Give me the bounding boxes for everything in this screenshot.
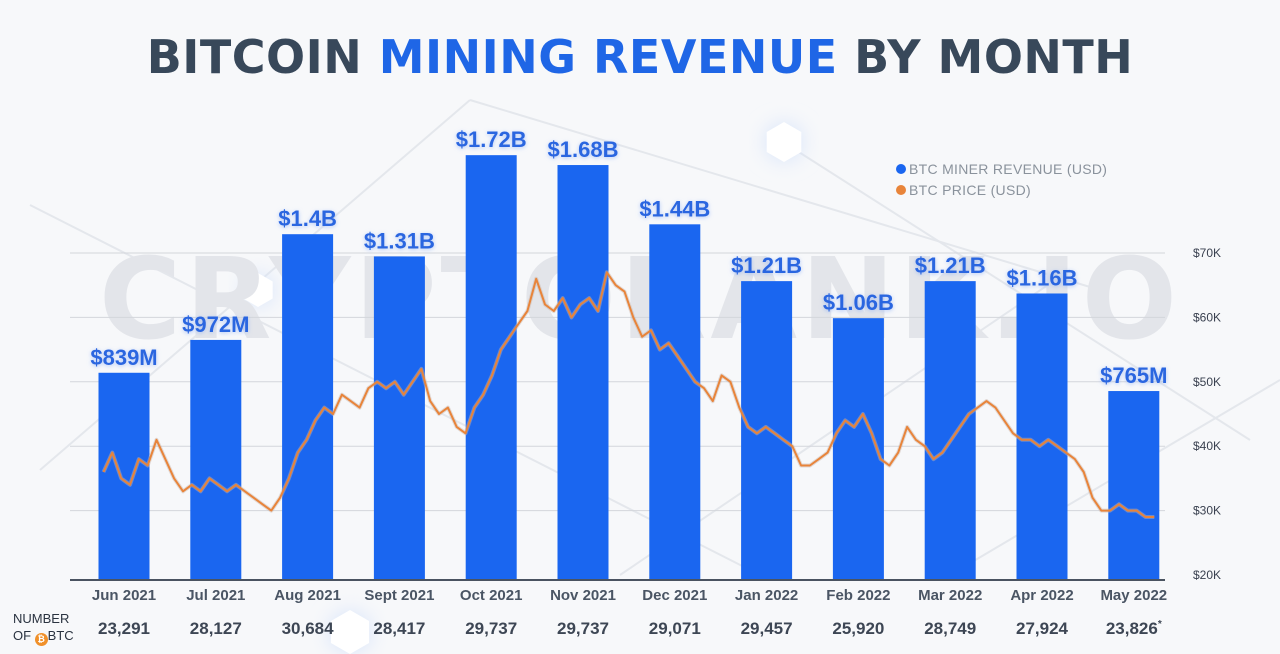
revenue-bar [649,224,701,580]
btc-label-line2: OF ₿ BTC [13,627,74,646]
bar-labels: $839M $972M $1.4B $1.31B $1.72B $1.68B $1.44B $… [90,127,1167,388]
price-line [102,271,1155,518]
bar-value-label: $1.21B [731,253,802,278]
legend-swatch-price [896,184,906,195]
btc-mined-row: 23,291 28,127 30,684 28,417 29,737 29,737 29,0… [98,619,1162,638]
btc-mined-value: 28,417 [373,619,425,638]
x-axis-tick-label: Jan 2022 [735,587,798,604]
watermark-text: CRYPTORANK.IO [99,235,1181,365]
btc-mined-value: 28,749 [924,619,976,638]
chart-title: BITCOIN MINING REVENUE BY MONTH [0,30,1280,84]
bar-value-label: $1.72B [456,127,527,152]
bar-value-label: $1.21B [915,253,986,278]
bar-value-label: $1.44B [639,196,710,221]
x-axis-tick-label: Jul 2021 [186,587,245,604]
right-axis-tick-label: $30K [1193,504,1221,518]
x-axis-tick-label: Nov 2021 [550,587,616,604]
btc-label-suffix: BTC [47,628,74,643]
legend-swatch-revenue [896,163,906,174]
bar-value-label: $1.16B [1007,265,1078,290]
x-axis-tick-label: May 2022 [1100,587,1167,604]
bitcoin-icon: ₿ [34,633,48,646]
legend: BTC MINER REVENUE (USD) BTC PRICE (USD) [896,158,1107,200]
btc-mined-value: 25,920 [832,619,884,638]
bar-value-label: $1.06B [823,290,894,315]
bar-value-label: $765M [1100,363,1167,388]
btc-mined-value: 29,457 [741,619,793,638]
right-axis-tick-label: $60K [1193,310,1221,324]
revenue-bar [1108,391,1160,580]
x-axis-tick-label: Dec 2021 [642,587,707,604]
right-axis-tick-label: $40K [1193,439,1221,453]
title-part2: BY MONTH [837,30,1134,84]
revenue-bar [557,165,609,581]
x-axis-tick-label: Oct 2021 [460,587,523,604]
x-axis-tick-label: Sept 2021 [364,587,434,604]
watermark: CRYPTORANK.IO [99,235,1181,365]
btc-mined-value: 23,826* [1106,619,1162,638]
btc-mined-value: 27,924 [1016,619,1069,638]
bar-value-label: $1.4B [278,206,337,231]
decor-line [469,99,1101,291]
btc-label-prefix: OF [13,628,35,643]
btc-mined-value: 30,684 [282,619,335,638]
revenue-bar [741,281,793,580]
legend-item-price: BTC PRICE (USD) [896,179,1107,200]
bar-value-label: $839M [90,345,157,370]
right-axis-tick-label: $20K [1193,568,1221,582]
revenue-bar [465,155,517,580]
x-axis: Jun 2021 Jul 2021 Aug 2021 Sept 2021 Oct 202… [70,579,1167,604]
decor-hexagon [330,610,370,654]
btc-label-line1: NUMBER [13,611,70,626]
right-axis-tick-label: $50K [1193,375,1221,389]
footnote-mark: * [1158,619,1162,630]
x-axis-tick-label: Apr 2022 [1010,587,1073,604]
title-part1: BITCOIN [146,30,379,84]
revenue-bar [98,372,150,580]
x-axis-tick-label: Feb 2022 [826,587,890,604]
revenue-bar [1016,293,1068,580]
price-line-group [101,270,1155,519]
btc-mined-value: 23,291 [98,619,150,638]
bar-value-label: $972M [182,312,249,337]
revenue-bar [924,281,976,580]
x-axis-tick-label: Mar 2022 [918,587,982,604]
revenue-bar [190,339,242,580]
legend-label-revenue: BTC MINER REVENUE (USD) [909,160,1108,177]
decor-hexagon [243,273,273,307]
revenue-bar [373,256,425,580]
decor-line [779,139,1251,441]
legend-label-price: BTC PRICE (USD) [909,181,1031,198]
x-axis-tick-label: Aug 2021 [274,587,341,604]
btc-mined-value: 29,737 [465,619,517,638]
bar-value-label: $1.68B [548,137,619,162]
btc-count-label: NUMBER OF ₿ BTC [13,610,74,646]
right-axis: $20K $30K $40K $50K $60K $70K [1193,246,1221,582]
right-axis-tick-label: $70K [1193,246,1221,260]
btc-mined-value: 28,127 [190,619,242,638]
title-highlight: MINING REVENUE [378,30,838,84]
legend-item-revenue: BTC MINER REVENUE (USD) [896,158,1107,179]
gridlines [70,252,1165,512]
x-axis-tick-label: Jun 2021 [92,587,156,604]
btc-mined-value: 29,071 [649,619,701,638]
bar-value-label: $1.31B [364,228,435,253]
btc-mined-value: 29,737 [557,619,609,638]
revenue-bars [98,155,1160,581]
decor-hexagon [766,122,802,162]
revenue-bar [832,318,884,580]
